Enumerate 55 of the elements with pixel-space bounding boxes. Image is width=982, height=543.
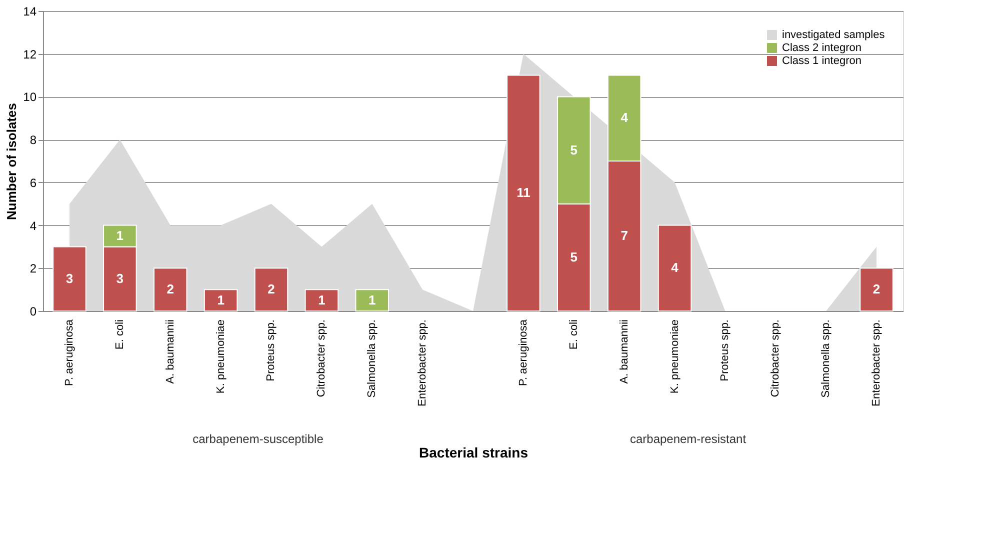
data-label: 1	[318, 292, 326, 308]
x-tick-label: P. aeruginosa	[517, 318, 530, 386]
data-label: 4	[671, 260, 680, 276]
bar	[304, 289, 339, 312]
data-label: 2	[872, 282, 880, 297]
y-tick-label: 8	[30, 133, 37, 148]
text: carbapenem-resistant	[630, 432, 747, 446]
y-tick-label: 12	[23, 47, 37, 62]
x-tick-label: Enterobacter spp.	[870, 320, 883, 406]
y-axis-title: Number of isolates	[4, 102, 20, 220]
y-tick-label: 10	[23, 90, 37, 104]
x-tick-label: Citrobacter spp.	[770, 320, 782, 398]
x-tick-label: K. pneumoniae	[668, 320, 681, 394]
bar	[355, 289, 390, 312]
x-tick-label: K. pneumoniae	[214, 320, 227, 394]
data-label: 3	[116, 270, 124, 286]
data-label: 7	[620, 228, 628, 243]
bar	[658, 224, 692, 312]
x-tick-label: E. coli	[114, 320, 126, 350]
y-tick-label: 14	[23, 4, 37, 18]
x-tick-label: Proteus spp.	[265, 320, 278, 382]
x-tick-label: A. baumannii	[164, 320, 176, 384]
data-label: 1	[116, 228, 124, 243]
bar	[860, 268, 894, 312]
data-label: 4	[620, 110, 629, 126]
y-tick-label: 4	[30, 218, 37, 233]
bar	[153, 268, 188, 312]
y-tick-label: 0	[30, 304, 37, 318]
y-tick-label: 2	[30, 262, 37, 276]
x-tick-label: P. aeruginosa	[63, 318, 76, 386]
text: carbapenem-susceptible	[192, 432, 324, 446]
x-tick-label: E. coli	[568, 320, 580, 350]
data-label: 2	[166, 282, 174, 297]
data-label: 5	[570, 249, 578, 264]
x-tick-label: Salmonella spp.	[820, 320, 832, 398]
y-tick-label: 6	[30, 176, 37, 190]
x-tick-label: Proteus spp.	[719, 320, 732, 382]
data-label: 11	[516, 185, 530, 200]
data-label: 2	[268, 282, 275, 297]
x-tick-label: Citrobacter spp.	[316, 320, 328, 398]
legend-label: Class 1 integron	[782, 55, 862, 67]
data-label: 5	[570, 142, 578, 158]
bar	[52, 246, 86, 312]
data-label: 1	[368, 292, 376, 308]
legend-label: Class 2 integron	[782, 42, 862, 54]
x-axis-title: Bacterial strains	[419, 444, 528, 460]
bar	[204, 289, 238, 312]
data-label: 1	[217, 292, 224, 308]
bar	[506, 74, 540, 312]
x-tick-label: Salmonella spp.	[366, 320, 378, 398]
bar	[254, 268, 288, 312]
legend-label: investigated samples	[782, 29, 886, 41]
x-tick-label: A. baumannii	[618, 320, 630, 384]
data-label: 3	[66, 270, 74, 286]
x-tick-label: Enterobacter spp.	[416, 320, 429, 406]
